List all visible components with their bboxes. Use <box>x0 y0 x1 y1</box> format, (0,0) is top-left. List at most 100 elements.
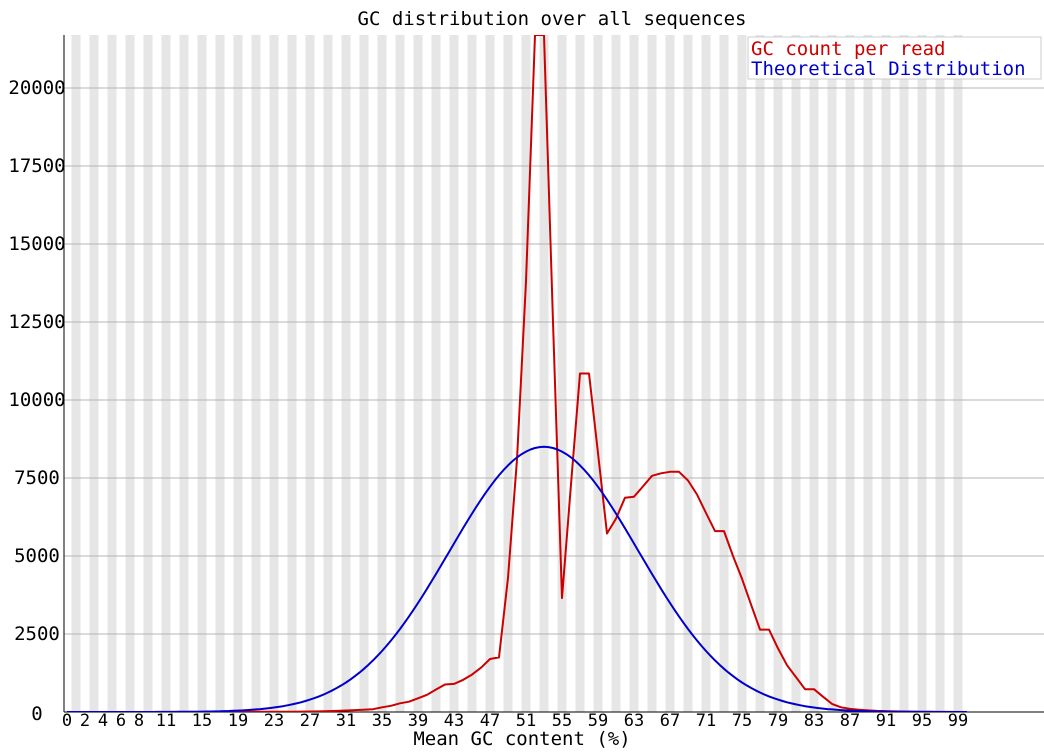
background-band <box>179 35 189 712</box>
background-band <box>683 35 693 712</box>
background-band <box>629 35 639 712</box>
y-tick-label: 10000 <box>8 389 65 411</box>
x-tick-label: 79 <box>768 711 788 731</box>
x-tick-label: 31 <box>336 711 356 731</box>
x-tick-label: 63 <box>624 711 644 731</box>
background-band <box>665 35 675 712</box>
legend-item-gc-count: GC count per read <box>751 38 945 60</box>
background-band <box>935 35 945 712</box>
x-tick-label: 83 <box>804 711 824 731</box>
background-band <box>719 35 729 712</box>
x-tick-label: 59 <box>588 711 608 731</box>
background-band <box>485 35 495 712</box>
background-band <box>305 35 315 712</box>
background-band <box>917 35 927 712</box>
background-band <box>377 35 387 712</box>
background-band <box>881 35 891 712</box>
x-tick-label: 75 <box>732 711 752 731</box>
background-band <box>809 35 819 712</box>
background-band <box>593 35 603 712</box>
background-band <box>449 35 459 712</box>
background-band <box>521 35 531 712</box>
background-band <box>89 35 99 712</box>
x-tick-labels: 0 2 4 6 8 11 15 19 23 27 31 35 39 43 47 51 55 59 63 67 71 75 7… <box>62 711 968 731</box>
background-band <box>503 35 513 712</box>
x-tick-label: 51 <box>516 711 536 731</box>
background-band <box>431 35 441 712</box>
background-band <box>215 35 225 712</box>
x-tick-label: 11 <box>156 711 176 731</box>
y-tick-label: 7500 <box>14 467 60 489</box>
background-band <box>737 35 747 712</box>
background-band <box>899 35 909 712</box>
x-tick-label: 2 <box>80 711 90 731</box>
y-tick-label: 15000 <box>8 233 65 255</box>
background-band <box>125 35 135 712</box>
theoretical-distribution-line <box>67 445 967 712</box>
x-tick-label: 39 <box>408 711 428 731</box>
background-band <box>539 35 549 712</box>
legend-box <box>747 36 1042 80</box>
background-band <box>269 35 279 712</box>
background-band <box>701 35 711 712</box>
background-band <box>755 35 765 712</box>
x-tick-label: 4 <box>98 711 108 731</box>
x-tick-label: 95 <box>912 711 932 731</box>
y-tick-label: 17500 <box>8 155 65 177</box>
background-band <box>845 35 855 712</box>
x-tick-label: 35 <box>372 711 392 731</box>
x-tick-label: 87 <box>840 711 860 731</box>
background-band <box>251 35 261 712</box>
x-tick-label: 19 <box>228 711 248 731</box>
background-band <box>233 35 243 712</box>
y-tick-label: 20000 <box>8 77 65 99</box>
background-band <box>953 35 963 712</box>
background-band <box>773 35 783 712</box>
background-band <box>395 35 405 712</box>
y-tick-label: 2500 <box>14 623 60 645</box>
x-axis-label: Mean GC content (%) <box>413 728 630 750</box>
x-tick-label: 27 <box>300 711 320 731</box>
gc-count-line <box>67 35 968 712</box>
background-band <box>647 35 657 712</box>
background-band <box>341 35 351 712</box>
background-band <box>467 35 477 712</box>
y-tick-labels: 0 2500 5000 7500 10000 12500 15000 17500 20000 <box>8 77 65 725</box>
chart-title: GC distribution over all sequences <box>358 8 747 30</box>
x-tick-label: 99 <box>948 711 968 731</box>
background-band <box>323 35 333 712</box>
background-band <box>359 35 369 712</box>
y-tick-label: 5000 <box>14 545 60 567</box>
x-tick-label: 67 <box>660 711 680 731</box>
background-band <box>863 35 873 712</box>
legend-item-theoretical: Theoretical Distribution <box>751 58 1026 80</box>
background-band <box>611 35 621 712</box>
background-band <box>791 35 801 712</box>
background-band <box>197 35 207 712</box>
series-lines <box>67 35 968 712</box>
background-band <box>557 35 567 712</box>
y-tick-label: 12500 <box>8 311 65 333</box>
x-tick-label: 8 <box>134 711 144 731</box>
background-band <box>827 35 837 712</box>
background-band <box>107 35 117 712</box>
x-tick-label: 15 <box>192 711 212 731</box>
x-tick-label: 91 <box>876 711 896 731</box>
x-tick-label: 23 <box>264 711 284 731</box>
y-tick-label: 0 <box>31 703 42 725</box>
x-tick-label: 47 <box>480 711 500 731</box>
legend: GC count per read Theoretical Distributi… <box>747 36 1042 80</box>
x-tick-label: 55 <box>552 711 572 731</box>
background-band <box>143 35 153 712</box>
background-band <box>413 35 423 712</box>
background-bands <box>71 35 963 712</box>
background-band <box>287 35 297 712</box>
background-band <box>161 35 171 712</box>
x-tick-label: 6 <box>116 711 126 731</box>
x-tick-label: 71 <box>696 711 716 731</box>
x-tick-label: 43 <box>444 711 464 731</box>
x-tick-label: 0 <box>62 711 72 731</box>
background-band <box>71 35 81 712</box>
